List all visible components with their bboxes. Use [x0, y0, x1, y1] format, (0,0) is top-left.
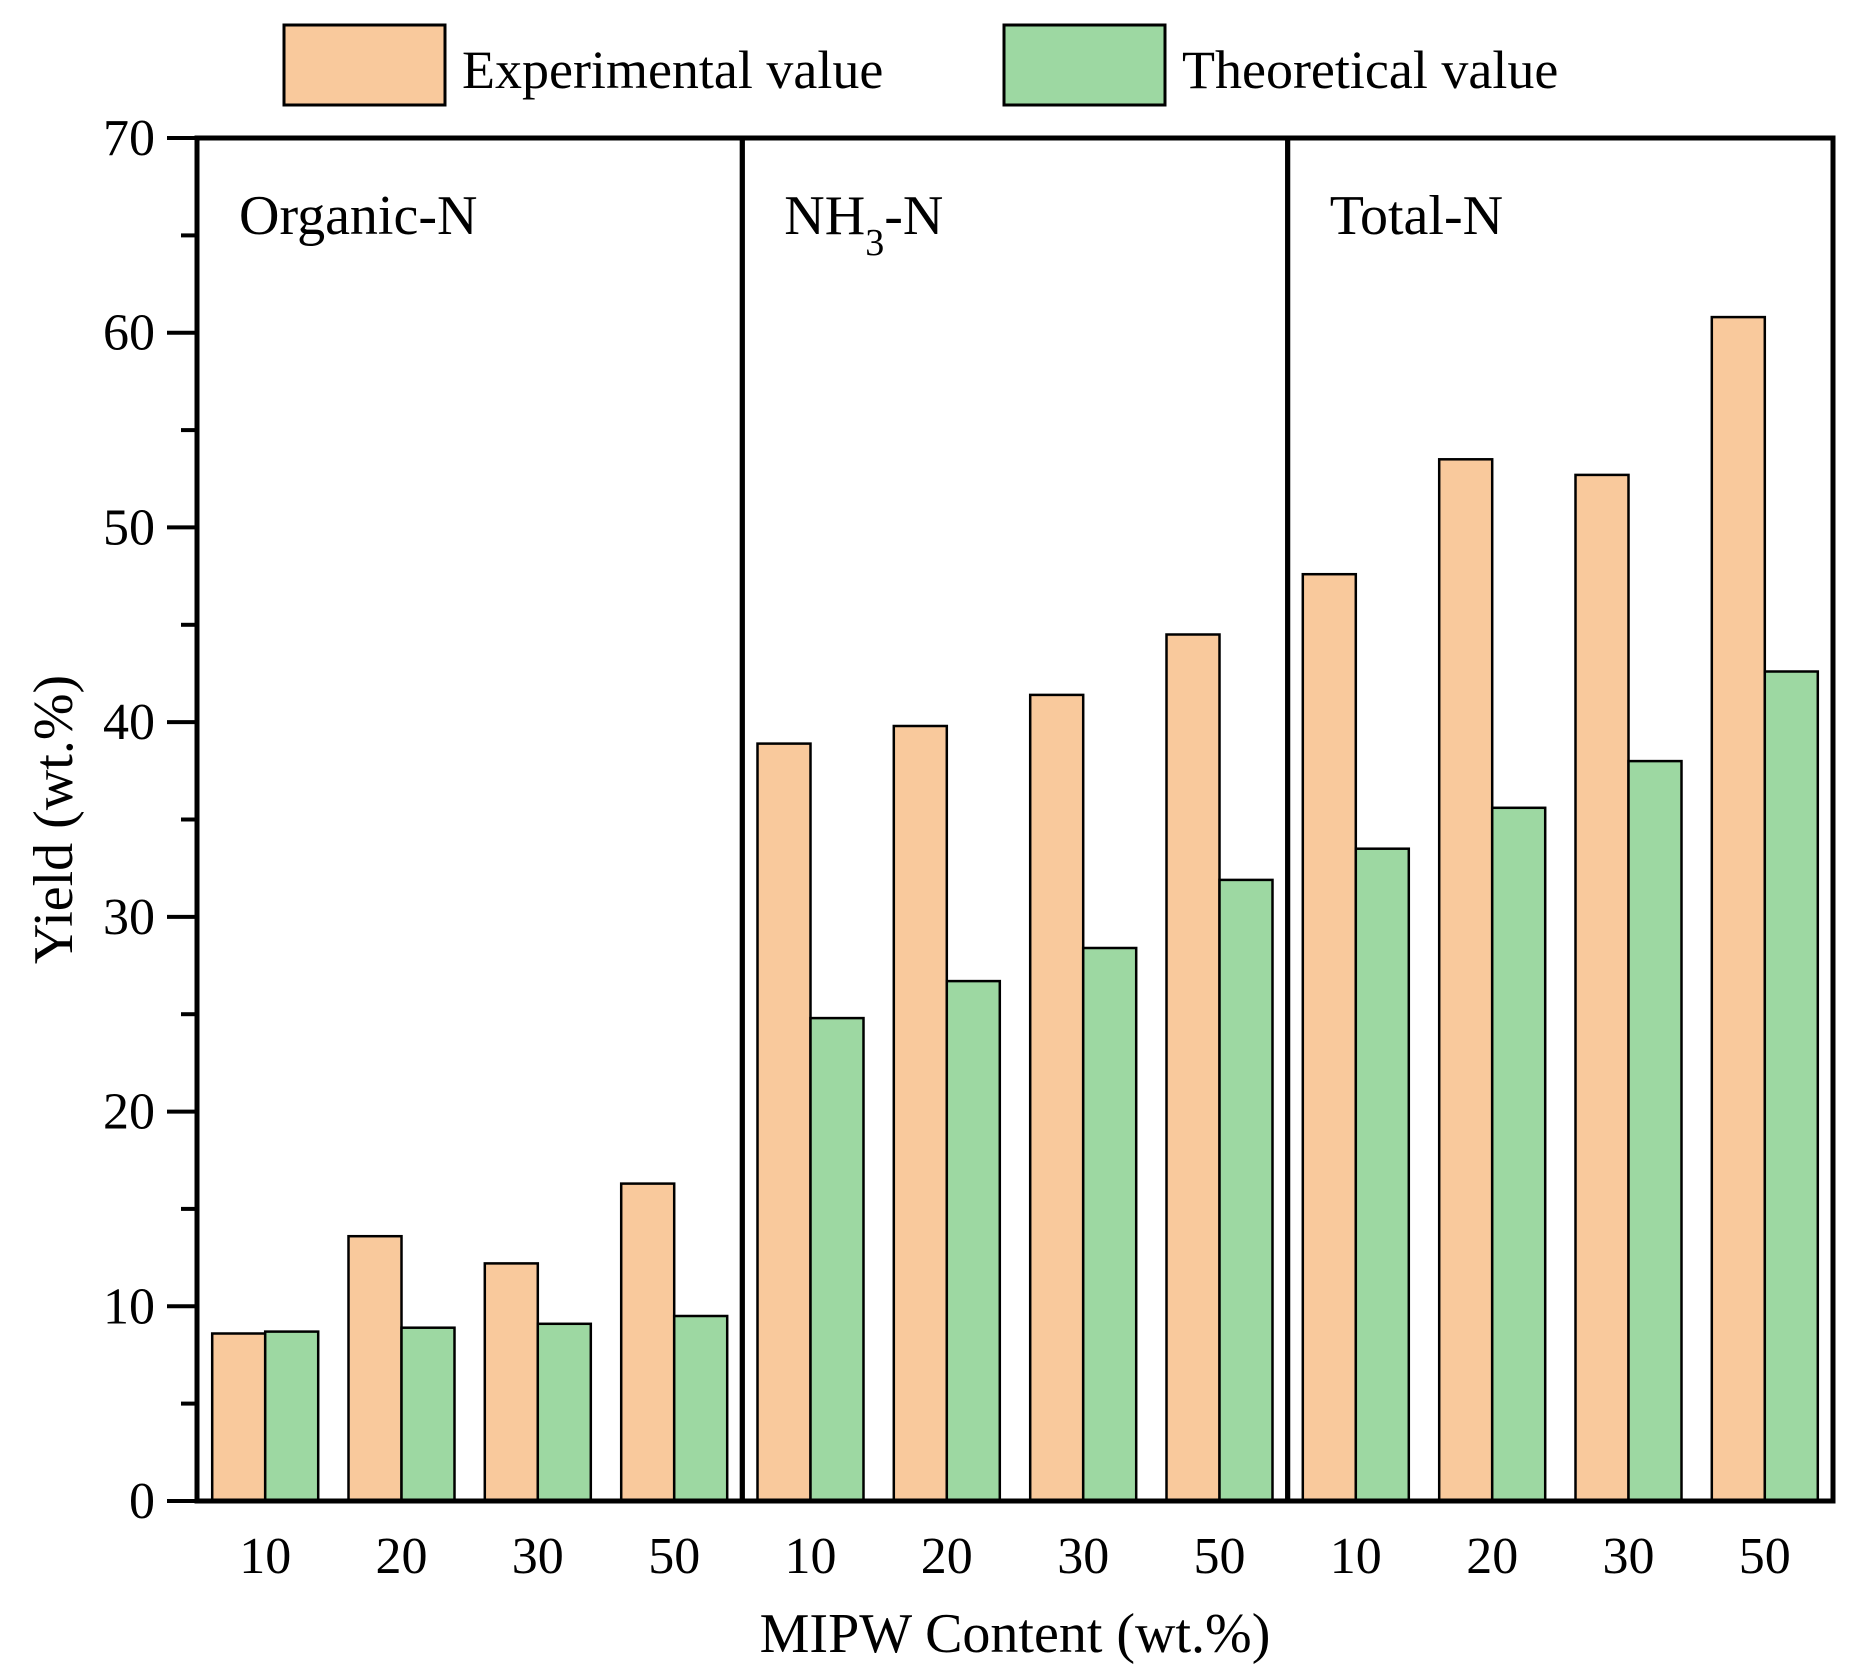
y-tick-label: 70 [103, 110, 155, 167]
bar-total-n-20-theoretical [1490, 806, 1547, 1503]
panel-label-total-n: Total-N [1330, 185, 1503, 247]
bar-nh3-n-20-theoretical [945, 979, 1002, 1503]
x-tick-label: 20 [921, 1528, 973, 1585]
panel-frames [194, 135, 1836, 1504]
x-tick-label: 50 [1194, 1528, 1246, 1585]
bar-nh3-n-50-theoretical [1218, 878, 1274, 1503]
legend: Experimental value Theoretical value [282, 23, 1558, 107]
y-tick-label: 50 [103, 499, 155, 556]
legend-label-experimental: Experimental value [462, 40, 883, 100]
bar-total-n-30-experimental [1574, 473, 1630, 1503]
y-tick-label: 40 [103, 694, 155, 751]
bar-nh3-n-30-theoretical [1081, 946, 1138, 1503]
panel-label-nh3-n: NH3-N [784, 185, 943, 264]
legend-swatch-theoretical [1002, 23, 1167, 107]
bar-organic-n-10-experimental [210, 1332, 267, 1503]
bar-organic-n-20-experimental [347, 1234, 403, 1503]
x-tick-label: 30 [1057, 1528, 1109, 1585]
bar-organic-n-20-theoretical [400, 1326, 456, 1503]
legend-swatch-experimental [282, 23, 447, 107]
x-tick-label: 10 [239, 1528, 291, 1585]
bar-total-n-50-theoretical [1763, 670, 1820, 1503]
bar-total-n-50-experimental [1710, 315, 1767, 1503]
axes-layer [167, 136, 200, 1503]
bars-layer [210, 315, 1820, 1503]
bar-total-n-20-experimental [1437, 458, 1494, 1503]
x-axis-title: MIPW Content (wt.%) [760, 1603, 1271, 1665]
bar-nh3-n-30-experimental [1028, 693, 1085, 1503]
bar-organic-n-50-theoretical [672, 1314, 729, 1503]
panel-frame-total-n [1285, 135, 1836, 1504]
bar-nh3-n-10-theoretical [809, 1016, 865, 1503]
x-tick-label: 10 [1330, 1528, 1382, 1585]
bar-organic-n-30-experimental [483, 1262, 540, 1503]
bar-nh3-n-20-experimental [892, 724, 949, 1503]
bar-nh3-n-10-experimental [756, 742, 812, 1503]
x-tick-label: 10 [785, 1528, 837, 1585]
legend-label-theoretical: Theoretical value [1182, 40, 1558, 100]
x-tick-label: 30 [512, 1528, 564, 1585]
bar-nh3-n-50-experimental [1165, 633, 1221, 1503]
bar-organic-n-30-theoretical [536, 1322, 593, 1503]
y-tick-label: 60 [103, 305, 155, 362]
y-tick-label: 30 [103, 889, 155, 946]
y-tick-label: 0 [129, 1473, 155, 1530]
y-tick-label: 10 [103, 1278, 155, 1335]
bar-total-n-30-theoretical [1627, 759, 1683, 1503]
x-tick-label: 20 [1466, 1528, 1518, 1585]
panel-label-organic-n: Organic-N [239, 185, 477, 247]
y-tick-label: 20 [103, 1084, 155, 1141]
x-tick-label: 50 [648, 1528, 700, 1585]
y-axis-title: Yield (wt.%) [23, 675, 85, 964]
bar-total-n-10-experimental [1301, 572, 1358, 1503]
labels-layer: 10 20 30 50 10 20 30 50 10 20 30 50 Organic-N NH3-N To… [23, 110, 1791, 1665]
x-tick-label: 20 [376, 1528, 428, 1585]
x-tick-label: 50 [1739, 1528, 1791, 1585]
x-tick-label: 30 [1603, 1528, 1655, 1585]
bar-total-n-10-theoretical [1354, 847, 1411, 1503]
bar-organic-n-10-theoretical [263, 1330, 320, 1503]
bar-organic-n-50-experimental [619, 1182, 676, 1503]
